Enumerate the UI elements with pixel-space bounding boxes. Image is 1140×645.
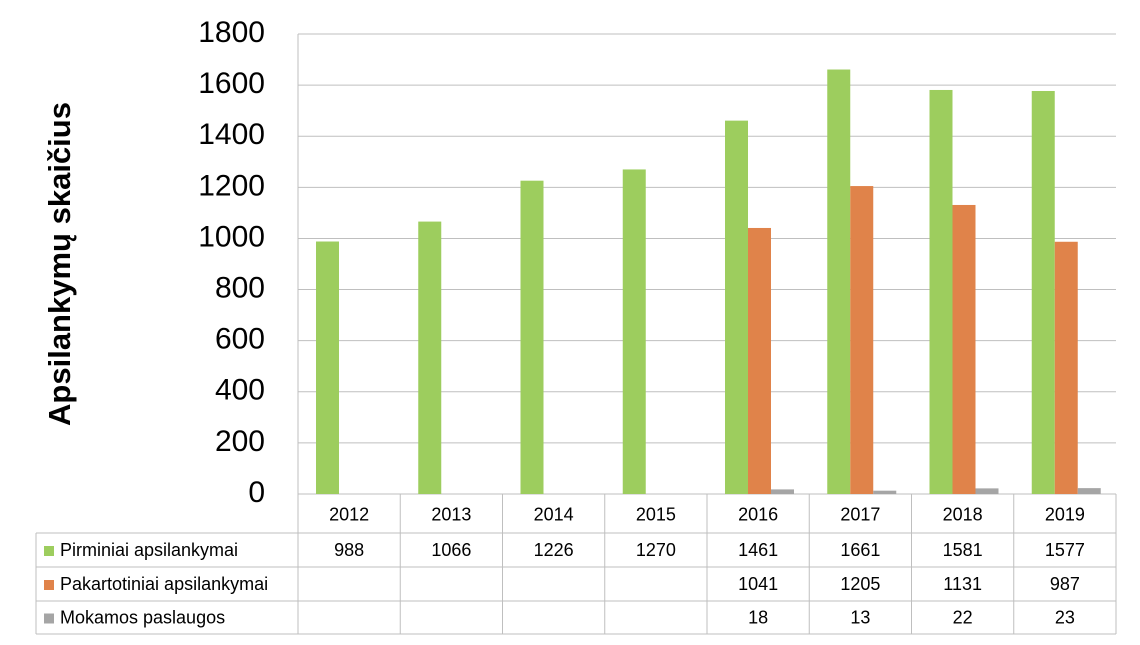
- legend-label: Pirminiai apsilankymai: [60, 540, 238, 560]
- bar: [622, 169, 646, 494]
- table-value: 1461: [738, 540, 778, 560]
- bar: [873, 490, 897, 494]
- x-tick-label: 2012: [329, 504, 369, 524]
- x-tick-label: 2016: [738, 504, 778, 524]
- table-value: 1066: [431, 540, 471, 560]
- x-tick-label: 2018: [943, 504, 983, 524]
- table-value: 23: [1055, 607, 1075, 627]
- table-value: 1577: [1045, 540, 1085, 560]
- x-tick-label: 2019: [1045, 504, 1085, 524]
- legend-label: Mokamos paslaugos: [60, 607, 225, 627]
- bar: [1031, 90, 1055, 494]
- table-value: 1270: [636, 540, 676, 560]
- table-value: 1581: [943, 540, 983, 560]
- legend-label: Pakartotiniai apsilankymai: [60, 574, 268, 594]
- x-tick-label: 2015: [636, 504, 676, 524]
- y-tick-label: 1600: [198, 67, 265, 100]
- table-value: 1041: [738, 574, 778, 594]
- y-tick-label: 1000: [198, 220, 265, 253]
- bar: [1077, 488, 1101, 494]
- y-tick-label: 200: [215, 425, 265, 458]
- y-tick-label: 400: [215, 374, 265, 407]
- table-value: 22: [953, 607, 973, 627]
- x-tick-label: 2017: [840, 504, 880, 524]
- bar: [771, 489, 794, 494]
- bar: [316, 241, 339, 494]
- bar: [418, 221, 442, 495]
- y-axis-label: Apsilankymų skaičius: [42, 102, 77, 426]
- legend-swatch: [44, 580, 54, 590]
- y-tick-label: 1400: [198, 118, 265, 151]
- y-tick-label: 1800: [198, 16, 265, 49]
- table-value: 13: [850, 607, 870, 627]
- x-tick-label: 2014: [534, 504, 574, 524]
- table-value: 1131: [943, 574, 982, 594]
- table-value: 988: [334, 540, 364, 560]
- y-tick-label: 1200: [198, 169, 265, 202]
- bar: [748, 227, 771, 494]
- bar: [1054, 241, 1078, 494]
- y-tick-label: 0: [248, 476, 265, 509]
- table-value: 987: [1050, 574, 1080, 594]
- bar: [850, 186, 874, 495]
- bar: [827, 69, 851, 495]
- bar: [929, 89, 953, 494]
- table-value: 1205: [840, 574, 880, 594]
- table-value: 1661: [840, 540, 880, 560]
- bar: [975, 488, 999, 494]
- table-value: 18: [748, 607, 768, 627]
- y-tick-label: 800: [215, 271, 265, 304]
- x-tick-label: 2013: [431, 504, 471, 524]
- y-tick-label: 600: [215, 323, 265, 356]
- legend-swatch: [44, 546, 54, 556]
- bar: [725, 120, 748, 494]
- bar: [952, 204, 976, 494]
- table-value: 1226: [534, 540, 574, 560]
- legend-swatch: [44, 613, 54, 624]
- bar: [520, 180, 544, 494]
